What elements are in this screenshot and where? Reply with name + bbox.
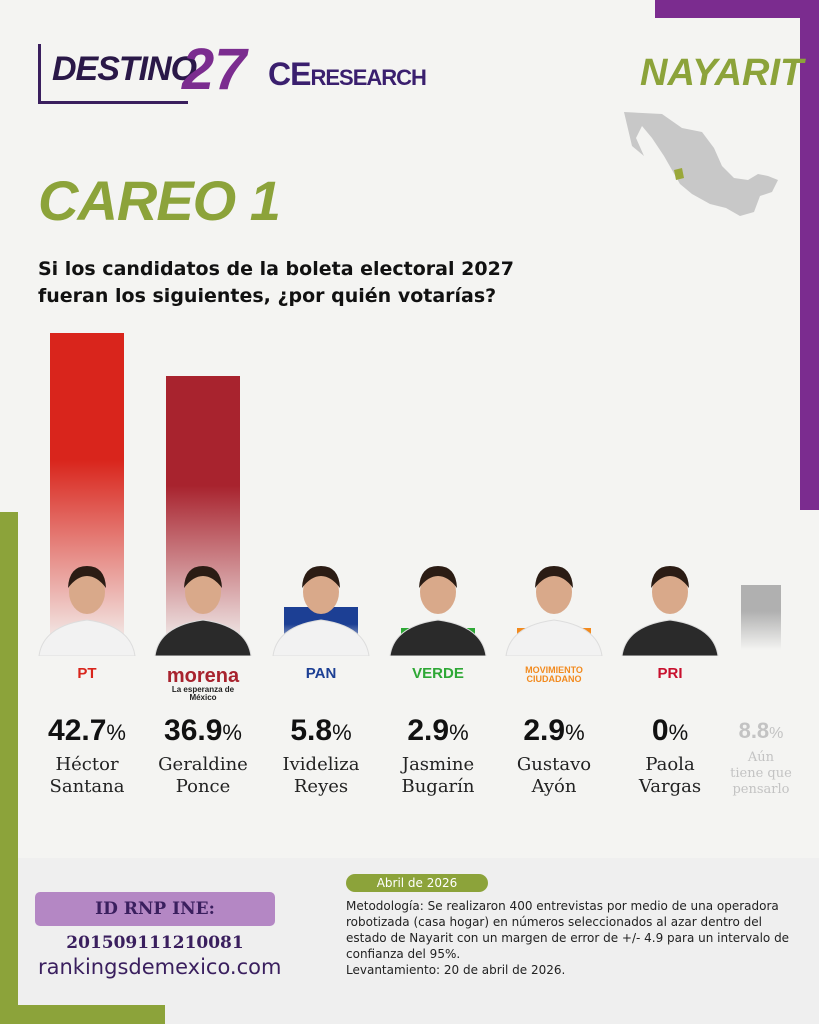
rnp-id-badge: ID RNP INE: 201509111210081 — [35, 892, 275, 953]
candidate-photo — [154, 566, 252, 656]
candidate-photo — [38, 566, 136, 656]
candidate-name: Ivideliza Reyes — [282, 754, 360, 797]
candidate-photo — [389, 566, 487, 656]
candidate-name: Gustavo Ayón — [516, 754, 592, 797]
bar-6 — [741, 584, 781, 650]
percentage-label: 8.8% — [738, 718, 784, 743]
candidate-name: Héctor Santana — [49, 754, 125, 797]
candidate-photo — [505, 566, 603, 656]
destino-logo: DESTINO — [52, 50, 197, 88]
candidate-name: Paola Vargas — [638, 754, 702, 797]
state-name: NAYARIT — [640, 52, 804, 94]
percentage-label: 36.9% — [164, 714, 242, 747]
candidate-name: Geraldine Ponce — [158, 754, 248, 797]
candidate-result: 2.9% Gustavo Ayón — [495, 714, 613, 798]
ce-research-logo: CERESEARCH — [268, 56, 427, 92]
party-logo-verde: VERDE — [412, 665, 464, 682]
percentage-label: 0% — [651, 714, 689, 747]
purple-frame-right — [800, 0, 819, 510]
party-logo-pan: PAN — [305, 665, 337, 682]
website-link[interactable]: rankingsdemexico.com — [38, 955, 282, 979]
candidate-name: Aún tiene que pensarlo — [730, 750, 792, 797]
candidate-result: 36.9% Geraldine Ponce — [144, 714, 262, 798]
candidate-result: 42.7% Héctor Santana — [28, 714, 146, 798]
green-frame-bottom — [0, 1005, 165, 1024]
candidate-result: 2.9% Jasmine Bugarín — [379, 714, 497, 798]
percentage-label: 2.9% — [407, 714, 469, 747]
candidate-result: 8.8% Aún tiene que pensarlo — [702, 718, 819, 798]
percentage-label: 5.8% — [290, 714, 352, 747]
date-badge: Abril de 2026 — [346, 874, 488, 892]
candidate-result: 0% Paola Vargas — [611, 714, 729, 798]
section-title: CAREO 1 — [38, 169, 281, 232]
party-logo-pri: PRI — [657, 665, 683, 682]
party-logo-pt: PT — [77, 665, 97, 682]
destino-logo-number: 27 — [182, 37, 247, 102]
candidate-result: 5.8% Ivideliza Reyes — [262, 714, 380, 798]
purple-frame-top — [655, 0, 819, 18]
percentage-label: 42.7% — [48, 714, 126, 747]
candidate-name: Jasmine Bugarín — [401, 754, 475, 797]
logo-frame — [38, 44, 188, 104]
candidate-photo — [621, 566, 719, 656]
green-frame-left — [0, 512, 18, 1024]
methodology-text: Metodología: Se realizaron 400 entrevist… — [346, 899, 790, 977]
party-logo-movimiento-ciudadano: MOVIMIENTO CIUDADANO — [525, 665, 583, 684]
percentage-label: 2.9% — [523, 714, 585, 747]
survey-question: Si los candidatos de la boleta electoral… — [38, 258, 515, 307]
candidate-photo — [272, 566, 370, 656]
party-logo-morena: morena La esperanza de México — [166, 665, 240, 702]
mexico-map — [624, 112, 778, 216]
